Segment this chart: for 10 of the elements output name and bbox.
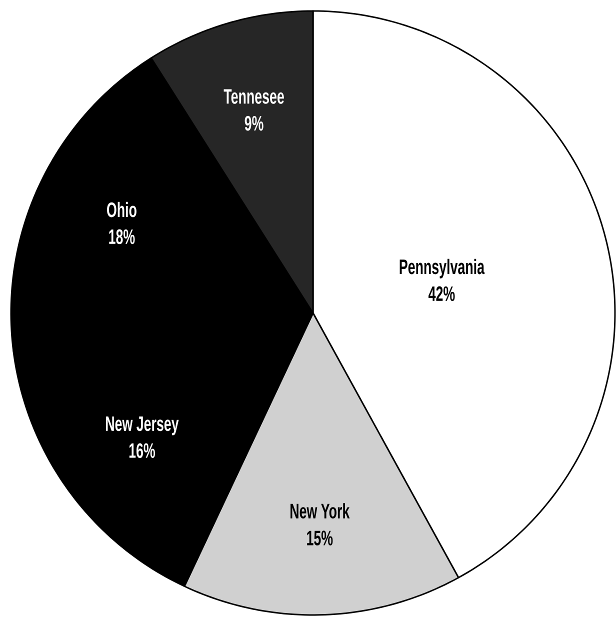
data-label: 15% xyxy=(307,530,333,546)
data-label: 42% xyxy=(428,286,455,302)
data-label: 18% xyxy=(109,229,135,244)
slice-label: New Jersey xyxy=(106,416,179,436)
data-label: 16% xyxy=(129,443,156,458)
slice-label: New York xyxy=(290,503,350,519)
slice-label: Tennesee xyxy=(224,89,284,104)
data-label: 9% xyxy=(244,116,264,131)
slice-label: Pennsylvania xyxy=(400,258,485,278)
slice-label: Ohio xyxy=(107,202,136,218)
